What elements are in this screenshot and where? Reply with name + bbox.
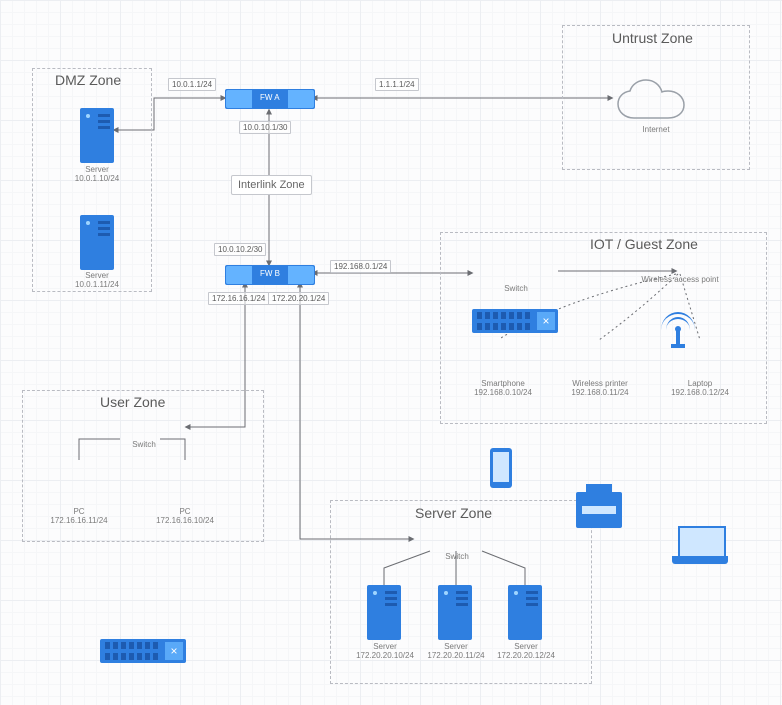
ip-text: 172.16.16.10/24 [156, 516, 214, 525]
zone-title-untrust: Untrust Zone [612, 31, 693, 46]
label-text: PC [73, 507, 84, 516]
ip-text: 172.20.20.10/24 [356, 651, 414, 660]
label-text: Server [373, 642, 397, 651]
zone-title-server: Server Zone [415, 506, 492, 521]
ip-text: 172.16.16.11/24 [50, 516, 107, 525]
node-label: Server 10.0.1.11/24 [72, 272, 122, 290]
label-text: Server [444, 642, 468, 651]
printer-icon [576, 492, 622, 528]
node-label: PC 172.16.16.10/24 [150, 508, 220, 526]
ip-text: 192.168.0.12/24 [671, 388, 729, 397]
ip-text: 172.20.20.12/24 [497, 651, 555, 660]
server-icon [508, 585, 542, 640]
server-icon [80, 108, 114, 163]
fw-label: FW A [260, 93, 280, 102]
ip-text: 192.168.0.11/24 [571, 388, 628, 397]
label-text: Server [85, 165, 109, 174]
ip-text: 10.0.1.10/24 [75, 174, 119, 183]
node-label: Server 172.20.20.11/24 [421, 643, 491, 661]
firewall-icon: FW A [225, 89, 315, 109]
switch-icon: × [100, 639, 186, 663]
node-label: Server 10.0.1.10/24 [72, 166, 122, 184]
zone-title-iot: IOT / Guest Zone [590, 237, 698, 252]
ip-callout: 10.0.10.2/30 [214, 243, 266, 256]
ip-callout: 10.0.10.1/30 [239, 121, 291, 134]
switch-icon: × [472, 309, 558, 333]
zone-title-dmz: DMZ Zone [55, 73, 121, 88]
zone-title-interlink: Interlink Zone [231, 175, 312, 195]
label-text: Server [85, 271, 109, 280]
node-label: Smartphone 192.168.0.10/24 [468, 380, 538, 398]
server-icon [80, 215, 114, 270]
ip-callout: 10.0.1.1/24 [168, 78, 216, 91]
laptop-icon [672, 526, 728, 564]
label-text: Smartphone [481, 379, 525, 388]
label-text: PC [179, 507, 190, 516]
cloud-icon [612, 78, 700, 128]
ip-text: 172.20.20.11/24 [427, 651, 484, 660]
node-label: Laptop 192.168.0.12/24 [662, 380, 738, 398]
ip-callout: 192.168.0.1/24 [330, 260, 391, 273]
zone-title-user: User Zone [100, 395, 165, 410]
node-label: Wireless printer 192.168.0.11/24 [558, 380, 642, 398]
ip-text: 10.0.1.11/24 [75, 280, 119, 289]
fw-label: FW B [260, 269, 280, 278]
label-text: Server [514, 642, 538, 651]
smartphone-icon [490, 448, 512, 488]
label-text: Laptop [688, 379, 712, 388]
ip-callout: 172.20.20.1/24 [268, 292, 329, 305]
node-label: Wireless access point [640, 276, 720, 285]
ip-callout: 1.1.1.1/24 [375, 78, 419, 91]
ip-text: 192.168.0.10/24 [474, 388, 532, 397]
node-label: Switch [439, 553, 475, 562]
server-icon [438, 585, 472, 640]
node-label: Switch [126, 441, 162, 450]
firewall-icon: FW B [225, 265, 315, 285]
node-label: Server 172.20.20.10/24 [350, 643, 420, 661]
node-label: Server 172.20.20.12/24 [491, 643, 561, 661]
node-label: Switch [498, 285, 534, 294]
ip-callout: 172.16.16.1/24 [208, 292, 269, 305]
node-label: PC 172.16.16.11/24 [44, 508, 114, 526]
access-point-icon [665, 312, 691, 348]
diagram-canvas: { "diagram": { "type": "network", "canva… [0, 0, 782, 705]
label-text: Wireless printer [572, 379, 628, 388]
server-icon [367, 585, 401, 640]
node-label: Internet [636, 126, 676, 135]
